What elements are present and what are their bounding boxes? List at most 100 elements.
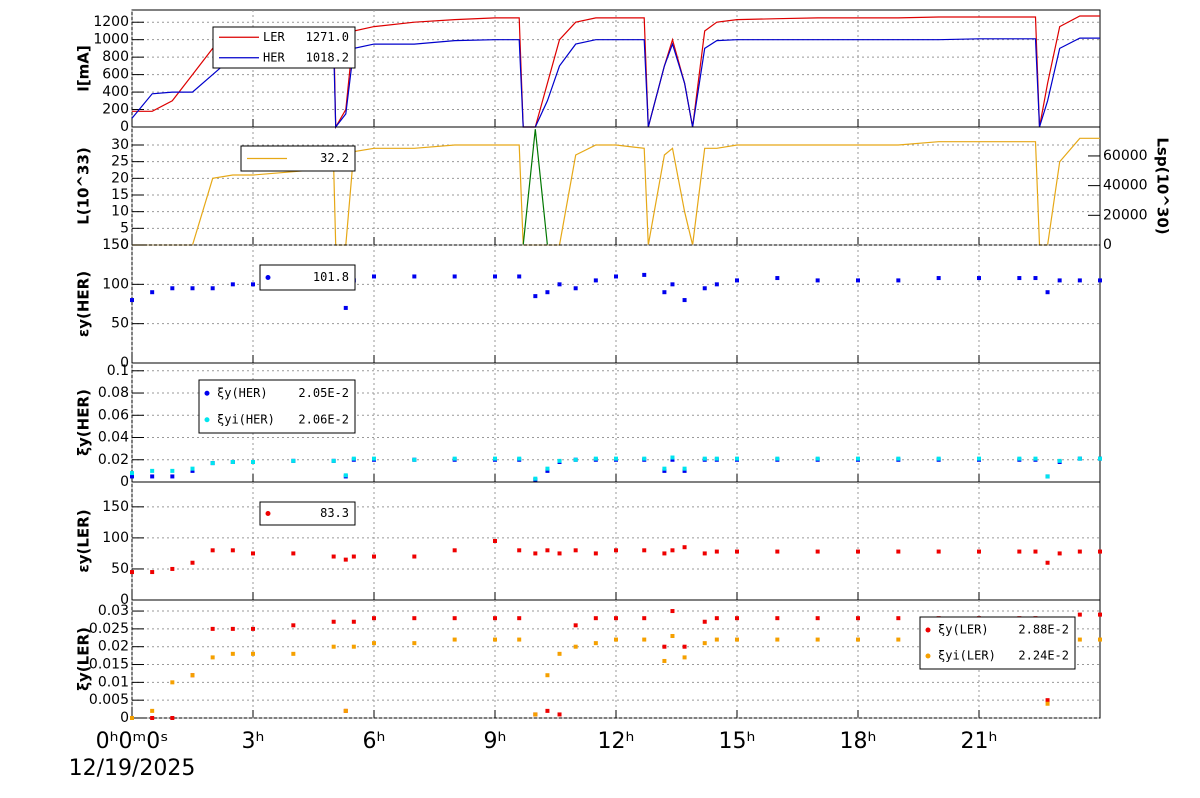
legend-value: 2.88E-2 <box>1018 623 1069 637</box>
data-point <box>642 456 647 461</box>
data-point <box>614 637 618 642</box>
legend-value: 32.2 <box>320 151 349 165</box>
legend-value: 1271.0 <box>306 30 349 44</box>
data-point <box>557 551 562 556</box>
y2-tick-label: 60000 <box>1103 148 1148 164</box>
legend-box <box>259 264 356 291</box>
legend-box <box>259 501 356 526</box>
data-point <box>150 716 155 720</box>
data-point <box>533 551 538 556</box>
data-point <box>130 474 134 479</box>
data-point <box>1077 549 1082 554</box>
data-point <box>291 458 296 463</box>
data-point <box>614 274 618 279</box>
data-point <box>190 468 195 473</box>
y-tick-label: 0 <box>120 710 129 726</box>
legend-label: LER <box>263 30 285 44</box>
y-tick-label: 50 <box>111 561 129 577</box>
data-point <box>1033 276 1038 281</box>
data-point <box>1017 456 1022 461</box>
data-point <box>815 637 820 642</box>
data-point <box>251 459 255 464</box>
data-point <box>573 548 578 553</box>
data-point <box>230 548 235 553</box>
y-tick-label: 150 <box>102 499 129 515</box>
data-point <box>856 616 860 621</box>
data-point <box>210 626 215 631</box>
data-point <box>670 548 675 553</box>
data-point <box>493 539 497 543</box>
legend-label: ξyi(HER) <box>217 412 275 426</box>
data-point <box>714 637 719 642</box>
x-tick-label: 0ʰ0ᵐ0ˢ <box>96 729 169 754</box>
data-point <box>412 457 417 462</box>
data-point <box>230 282 235 287</box>
data-point <box>251 282 255 287</box>
data-point <box>533 294 538 299</box>
data-point <box>1098 549 1102 554</box>
data-point <box>452 548 457 553</box>
data-point <box>614 616 618 621</box>
data-point <box>545 466 550 471</box>
data-point <box>230 459 235 464</box>
legend-swatch <box>204 417 210 423</box>
data-point <box>735 549 739 554</box>
legend-value: 2.06E-2 <box>298 412 349 426</box>
data-point <box>662 290 667 295</box>
data-point <box>251 651 255 656</box>
data-point <box>682 644 687 649</box>
data-point <box>190 560 195 565</box>
data-point <box>896 637 901 642</box>
y-tick-label: 0.1 <box>107 363 129 379</box>
y-axis-label: εy(LER) <box>75 509 93 572</box>
data-point <box>1057 458 1062 463</box>
data-point <box>896 549 901 554</box>
data-point <box>545 548 550 553</box>
data-point <box>682 655 687 660</box>
data-point <box>170 286 175 291</box>
data-point <box>150 474 155 479</box>
y-axis-label: ξy(HER) <box>75 389 93 456</box>
y-tick-label: 800 <box>102 49 129 65</box>
data-point <box>170 680 175 685</box>
data-point <box>150 708 155 713</box>
y-tick-label: 15 <box>111 187 129 203</box>
data-point <box>372 554 376 559</box>
data-point <box>331 619 336 624</box>
data-point <box>896 616 901 621</box>
data-point <box>662 466 667 471</box>
data-point <box>130 716 134 720</box>
data-point <box>1045 701 1050 706</box>
data-point <box>452 637 457 642</box>
x-tick-label: 6ʰ <box>363 729 386 754</box>
y-tick-label: 100 <box>102 276 129 292</box>
data-point <box>343 473 348 478</box>
data-point <box>130 570 134 575</box>
data-point <box>896 278 901 283</box>
legend-box <box>212 26 356 69</box>
data-point <box>291 623 296 628</box>
data-point <box>1098 612 1102 617</box>
data-point <box>251 551 255 556</box>
data-point <box>856 456 860 461</box>
legend-value: 2.24E-2 <box>1018 649 1069 663</box>
data-point <box>1077 278 1082 283</box>
data-point <box>170 474 175 479</box>
data-point <box>670 457 675 462</box>
data-point <box>493 456 497 461</box>
data-point <box>573 644 578 649</box>
data-point <box>735 456 739 461</box>
legend-value: 1018.2 <box>306 50 349 64</box>
data-point <box>517 274 522 279</box>
data-point <box>210 286 215 291</box>
legend-label: ξyi(LER) <box>938 649 996 663</box>
data-point <box>714 282 719 287</box>
y-tick-label: 0.02 <box>98 452 129 468</box>
data-point <box>452 456 457 461</box>
data-point <box>351 619 356 624</box>
data-point <box>670 282 675 287</box>
data-point <box>452 616 457 621</box>
data-point <box>291 551 296 556</box>
data-point <box>343 305 348 310</box>
y-tick-label: 400 <box>102 84 129 100</box>
